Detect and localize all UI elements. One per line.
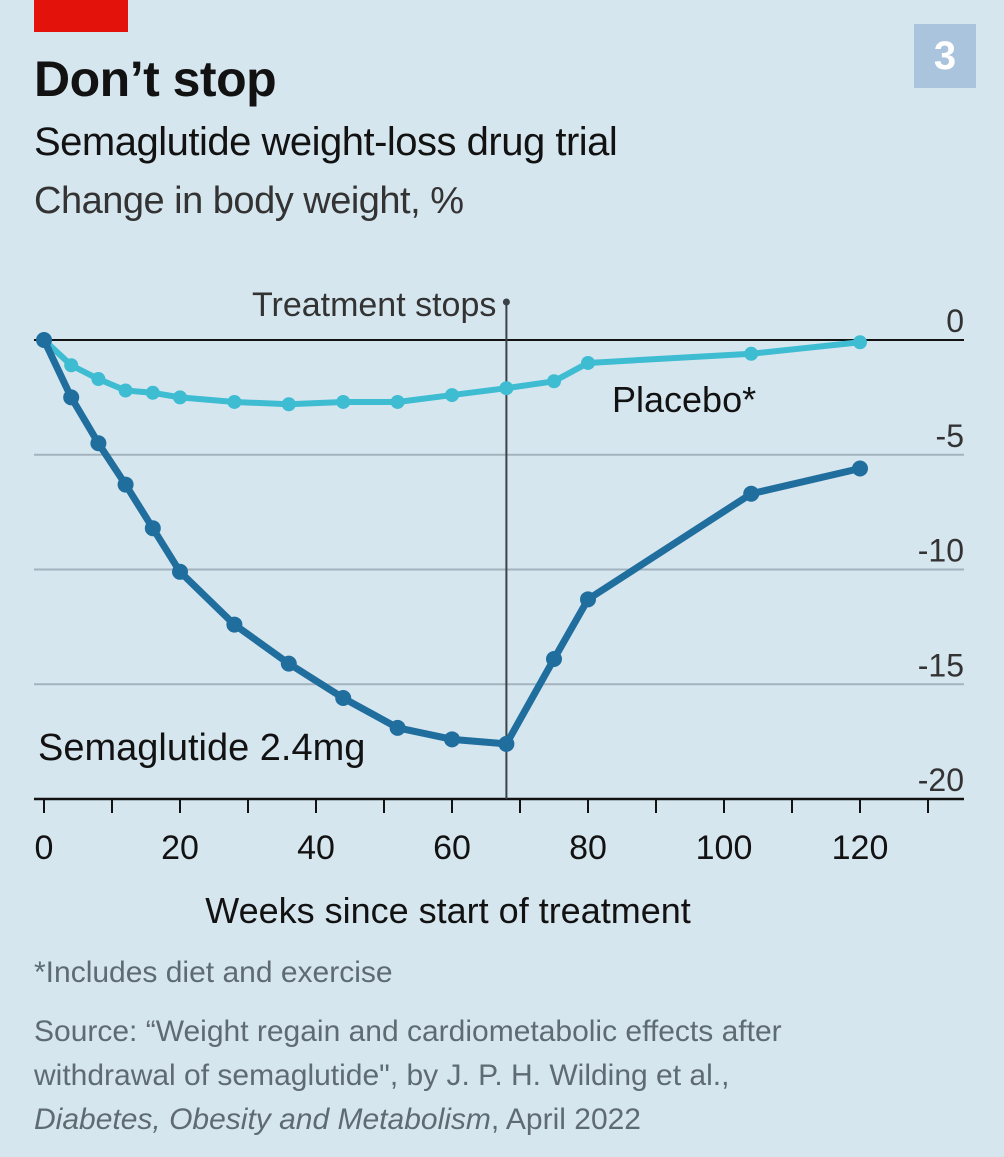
placebo-point-2 [91,372,106,387]
y-tick-label-neg5: -5 [936,418,964,454]
x-tick-label-100: 100 [696,829,753,867]
source-line-1: Source: “Weight regain and cardiometabol… [34,1015,782,1048]
placebo-point-8 [336,394,351,409]
semaglutide-point-9 [389,719,406,736]
semaglutide-point-5 [172,563,188,580]
placebo-point-6 [227,394,242,409]
placebo-point-1 [64,358,79,373]
semaglutide-point-4 [144,520,161,537]
y-tick-label-neg20: -20 [918,762,964,798]
semaglutide-point-1 [63,389,80,406]
x-axis-title: Weeks since start of treatment [205,890,691,931]
treatment-stops-dot [502,298,510,306]
placebo-point-15 [853,335,867,350]
semaglutide-point-12 [546,651,562,668]
placebo-point-4 [145,385,160,400]
series-layer [36,332,868,752]
source-line-3: Diabetes, Obesity and Metabolism, April … [34,1098,984,1142]
placebo-point-11 [499,381,514,396]
placebo-series-label: Placebo* [612,379,756,420]
treatment-stops-label: Treatment stops [252,286,496,324]
treatment-stops-annotation: Treatment stops [252,286,510,799]
semaglutide-point-3 [117,476,134,493]
x-tick-label-0: 0 [35,829,54,867]
chart-title: Don’t stop [34,51,277,107]
gridlines [34,339,964,686]
x-tick-label-40: 40 [297,829,335,867]
x-tick-label-120: 120 [832,829,889,867]
placebo-point-10 [445,388,459,403]
semaglutide-point-13 [580,591,596,608]
y-tick-label-0: 0 [946,303,964,339]
placebo-point-5 [173,390,187,405]
chart-number-badge: 3 [914,24,976,88]
x-tick-label-20: 20 [161,829,199,867]
semaglutide-point-11 [498,735,515,752]
placebo-point-7 [281,397,296,412]
y-axis-unit-label: Change in body weight, % [34,180,464,222]
placebo-point-9 [390,394,405,409]
brand-red-tag [34,0,128,32]
semaglutide-point-2 [90,435,107,452]
source-journal: Diabetes, Obesity and Metabolism [34,1103,491,1136]
y-tick-label-neg15: -15 [918,647,964,683]
x-axis [34,797,964,813]
chart-subtitle: Semaglutide weight-loss drug trial [34,120,618,164]
source-line-2: withdrawal of semaglutide", by J. P. H. … [34,1059,730,1092]
semaglutide-series-label: Semaglutide 2.4mg [38,727,365,769]
semaglutide-point-15 [852,460,868,477]
placebo-point-13 [581,355,595,370]
source-date: , April 2022 [490,1103,641,1136]
source-note: Source: “Weight regain and cardiometabol… [34,1010,984,1142]
x-tick-label-80: 80 [569,829,607,867]
tick-labels: 0 -5 -10 -15 -20 0 20 40 60 80 100 120 Weeks since s… [35,303,964,931]
semaglutide-point-6 [226,616,243,633]
placebo-point-3 [118,383,133,398]
semaglutide-point-0 [36,332,52,348]
semaglutide-point-10 [444,731,460,748]
y-tick-label-neg10: -10 [918,533,964,569]
placebo-point-14 [744,346,759,361]
footnote: *Includes diet and exercise [34,956,393,989]
semaglutide-line [40,336,864,748]
semaglutide-point-14 [743,485,760,502]
x-tick-label-60: 60 [433,829,471,867]
semaglutide-point-7 [280,655,297,672]
placebo-line [41,337,863,408]
semaglutide-point-8 [335,690,352,707]
placebo-point-12 [547,374,561,389]
